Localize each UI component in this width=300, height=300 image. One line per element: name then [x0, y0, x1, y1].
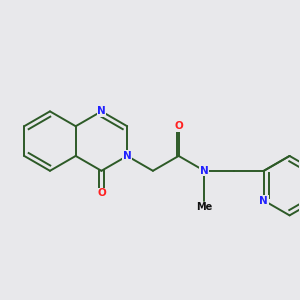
Text: O: O [97, 188, 106, 198]
Text: N: N [260, 196, 268, 206]
Text: N: N [97, 106, 106, 116]
Text: N: N [123, 151, 131, 161]
Text: N: N [200, 166, 209, 176]
Text: Me: Me [196, 202, 212, 212]
Text: O: O [174, 121, 183, 131]
